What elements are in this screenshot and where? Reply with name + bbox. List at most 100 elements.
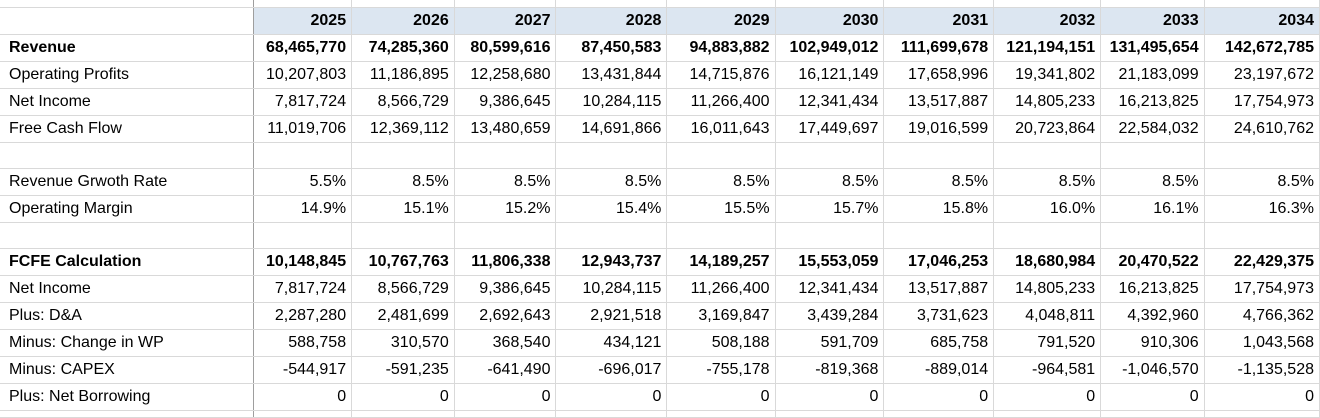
cell-fcfe-net-income-2034[interactable]: 17,754,973 [1204,275,1320,303]
cell-blank-1-2033[interactable] [1100,142,1205,169]
cell-minus-capex-2027[interactable]: -641,490 [454,356,557,384]
cell-free-cash-flow-2034[interactable]: 24,610,762 [1204,115,1320,143]
row-label-free-cash-flow[interactable]: Free Cash Flow [0,115,255,143]
cell-plus-da-2026[interactable]: 2,481,699 [351,302,455,330]
cell-fcfe-calculation-2026[interactable]: 10,767,763 [351,248,455,276]
row-label-minus-change-in-wp[interactable]: Minus: Change in WP [0,329,255,357]
year-header-2031[interactable]: 2031 [883,7,995,35]
cell-blank-2-2030[interactable] [775,222,885,249]
cell-plus-net-borrowing-2025[interactable]: 0 [253,383,353,411]
cell-operating-margin-2032[interactable]: 16.0% [993,195,1102,223]
row-label-operating-margin[interactable]: Operating Margin [0,195,255,223]
cell-revenue-2028[interactable]: 87,450,583 [555,34,668,62]
cell-operating-margin-2029[interactable]: 15.5% [666,195,776,223]
cell-minus-capex-2033[interactable]: -1,046,570 [1100,356,1205,384]
cell-minus-change-in-wp-2027[interactable]: 368,540 [454,329,557,357]
cell-free-cash-flow-2033[interactable]: 22,584,032 [1100,115,1205,143]
cell-minus-capex-2029[interactable]: -755,178 [666,356,776,384]
cell-free-cash-flow-2030[interactable]: 17,449,697 [775,115,885,143]
row-label-plus-da[interactable]: Plus: D&A [0,302,255,330]
cell-blank-2-2029[interactable] [666,222,776,249]
cell-operating-profits-2034[interactable]: 23,197,672 [1204,61,1320,89]
cell-operating-profits-2032[interactable]: 19,341,802 [993,61,1102,89]
cell-operating-profits-2031[interactable]: 17,658,996 [883,61,995,89]
cell-free-cash-flow-2027[interactable]: 13,480,659 [454,115,557,143]
cell-plus-net-borrowing-2029[interactable]: 0 [666,383,776,411]
cell-revenue-2026[interactable]: 74,285,360 [351,34,455,62]
cell-revenue-2031[interactable]: 111,699,678 [883,34,995,62]
cell-fcfe-net-income-2029[interactable]: 11,266,400 [666,275,776,303]
cell[interactable] [1100,0,1205,8]
cell-fcfe-calculation-2031[interactable]: 17,046,253 [883,248,995,276]
cell-net-income-2032[interactable]: 14,805,233 [993,88,1102,116]
cell[interactable] [0,0,255,8]
cell-revenue-2027[interactable]: 80,599,616 [454,34,557,62]
cell-plus-da-2031[interactable]: 3,731,623 [883,302,995,330]
cell-plus-net-borrowing-2026[interactable]: 0 [351,383,455,411]
cell-minus-capex-2030[interactable]: -819,368 [775,356,885,384]
cell-revenue-growth-rate-2033[interactable]: 8.5% [1100,168,1205,196]
cell-net-income-2033[interactable]: 16,213,825 [1100,88,1205,116]
cell[interactable] [993,0,1102,8]
year-header-2033[interactable]: 2033 [1100,7,1205,35]
cell-blank-1-2027[interactable] [454,142,557,169]
cell-minus-change-in-wp-2025[interactable]: 588,758 [253,329,353,357]
cell-blank-1-2029[interactable] [666,142,776,169]
cell-plus-net-borrowing-2033[interactable]: 0 [1100,383,1205,411]
cell-plus-da-2029[interactable]: 3,169,847 [666,302,776,330]
cell-operating-margin-2033[interactable]: 16.1% [1100,195,1205,223]
cell-fcfe-calculation-2032[interactable]: 18,680,984 [993,248,1102,276]
cell-free-cash-flow-2029[interactable]: 16,011,643 [666,115,776,143]
cell-free-cash-flow-2028[interactable]: 14,691,866 [555,115,668,143]
cell-minus-change-in-wp-2033[interactable]: 910,306 [1100,329,1205,357]
cell-revenue-2029[interactable]: 94,883,882 [666,34,776,62]
cell[interactable] [666,0,776,8]
cell[interactable] [1100,410,1205,418]
cell[interactable] [253,0,353,8]
cell-blank-2-2032[interactable] [993,222,1102,249]
cell-free-cash-flow-2025[interactable]: 11,019,706 [253,115,353,143]
cell-operating-profits-2025[interactable]: 10,207,803 [253,61,353,89]
cell-minus-change-in-wp-2034[interactable]: 1,043,568 [1204,329,1320,357]
cell-fcfe-net-income-2026[interactable]: 8,566,729 [351,275,455,303]
cell-plus-net-borrowing-2034[interactable]: 0 [1204,383,1320,411]
cell-blank-2-2031[interactable] [883,222,995,249]
cell[interactable] [1204,0,1320,8]
cell-plus-net-borrowing-2027[interactable]: 0 [454,383,557,411]
row-label-operating-profits[interactable]: Operating Profits [0,61,255,89]
cell-fcfe-net-income-2028[interactable]: 10,284,115 [555,275,668,303]
year-header-2027[interactable]: 2027 [454,7,557,35]
year-header-2030[interactable]: 2030 [775,7,885,35]
cell-fcfe-net-income-2030[interactable]: 12,341,434 [775,275,885,303]
cell-revenue-2030[interactable]: 102,949,012 [775,34,885,62]
row-label-minus-capex[interactable]: Minus: CAPEX [0,356,255,384]
row-label-blank-2[interactable] [0,222,255,249]
cell-operating-margin-2026[interactable]: 15.1% [351,195,455,223]
cell-blank-2-2027[interactable] [454,222,557,249]
cell-revenue-growth-rate-2025[interactable]: 5.5% [253,168,353,196]
cell-net-income-2030[interactable]: 12,341,434 [775,88,885,116]
cell-blank-1-2026[interactable] [351,142,455,169]
cell-operating-profits-2029[interactable]: 14,715,876 [666,61,776,89]
header-label-cell[interactable] [0,7,255,35]
cell-revenue-2033[interactable]: 131,495,654 [1100,34,1205,62]
year-header-2025[interactable]: 2025 [253,7,353,35]
cell-blank-2-2033[interactable] [1100,222,1205,249]
cell-plus-da-2027[interactable]: 2,692,643 [454,302,557,330]
cell[interactable] [454,410,557,418]
cell-revenue-growth-rate-2027[interactable]: 8.5% [454,168,557,196]
cell-blank-2-2034[interactable] [1204,222,1320,249]
cell-net-income-2025[interactable]: 7,817,724 [253,88,353,116]
row-label-revenue-growth-rate[interactable]: Revenue Grwoth Rate [0,168,255,196]
cell-net-income-2034[interactable]: 17,754,973 [1204,88,1320,116]
cell-plus-da-2032[interactable]: 4,048,811 [993,302,1102,330]
year-header-2032[interactable]: 2032 [993,7,1102,35]
cell-plus-da-2034[interactable]: 4,766,362 [1204,302,1320,330]
cell-minus-change-in-wp-2030[interactable]: 591,709 [775,329,885,357]
cell-net-income-2029[interactable]: 11,266,400 [666,88,776,116]
cell-blank-2-2028[interactable] [555,222,668,249]
cell-operating-margin-2034[interactable]: 16.3% [1204,195,1320,223]
cell[interactable] [1204,410,1320,418]
cell-revenue-growth-rate-2029[interactable]: 8.5% [666,168,776,196]
cell-minus-capex-2026[interactable]: -591,235 [351,356,455,384]
